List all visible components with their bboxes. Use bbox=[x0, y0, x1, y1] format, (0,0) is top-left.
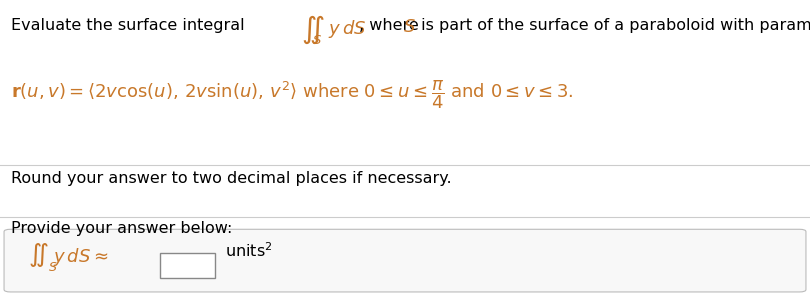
Text: $\mathbf{r}(u, v) = \langle 2v\cos(u),\, 2v\sin(u),\, v^2\rangle$$\text{ where }: $\mathbf{r}(u, v) = \langle 2v\cos(u),\,… bbox=[11, 79, 573, 111]
Text: $y\,dS$: $y\,dS$ bbox=[328, 18, 366, 40]
Text: , where: , where bbox=[359, 18, 424, 33]
Text: $S$: $S$ bbox=[312, 34, 322, 47]
Text: $\iint$: $\iint$ bbox=[301, 13, 325, 46]
Text: is part of the surface of a paraboloid with parameterization: is part of the surface of a paraboloid w… bbox=[416, 18, 810, 33]
Text: $\iint_{S}\! y\,dS \approx$: $\iint_{S}\! y\,dS \approx$ bbox=[28, 241, 109, 273]
Text: $\mathrm{units}^2$: $\mathrm{units}^2$ bbox=[225, 241, 273, 260]
Text: Provide your answer below:: Provide your answer below: bbox=[11, 221, 232, 236]
Text: $S$: $S$ bbox=[403, 18, 416, 36]
Text: Evaluate the surface integral: Evaluate the surface integral bbox=[11, 18, 249, 33]
FancyBboxPatch shape bbox=[160, 253, 215, 278]
Text: Round your answer to two decimal places if necessary.: Round your answer to two decimal places … bbox=[11, 171, 451, 186]
FancyBboxPatch shape bbox=[4, 229, 806, 292]
